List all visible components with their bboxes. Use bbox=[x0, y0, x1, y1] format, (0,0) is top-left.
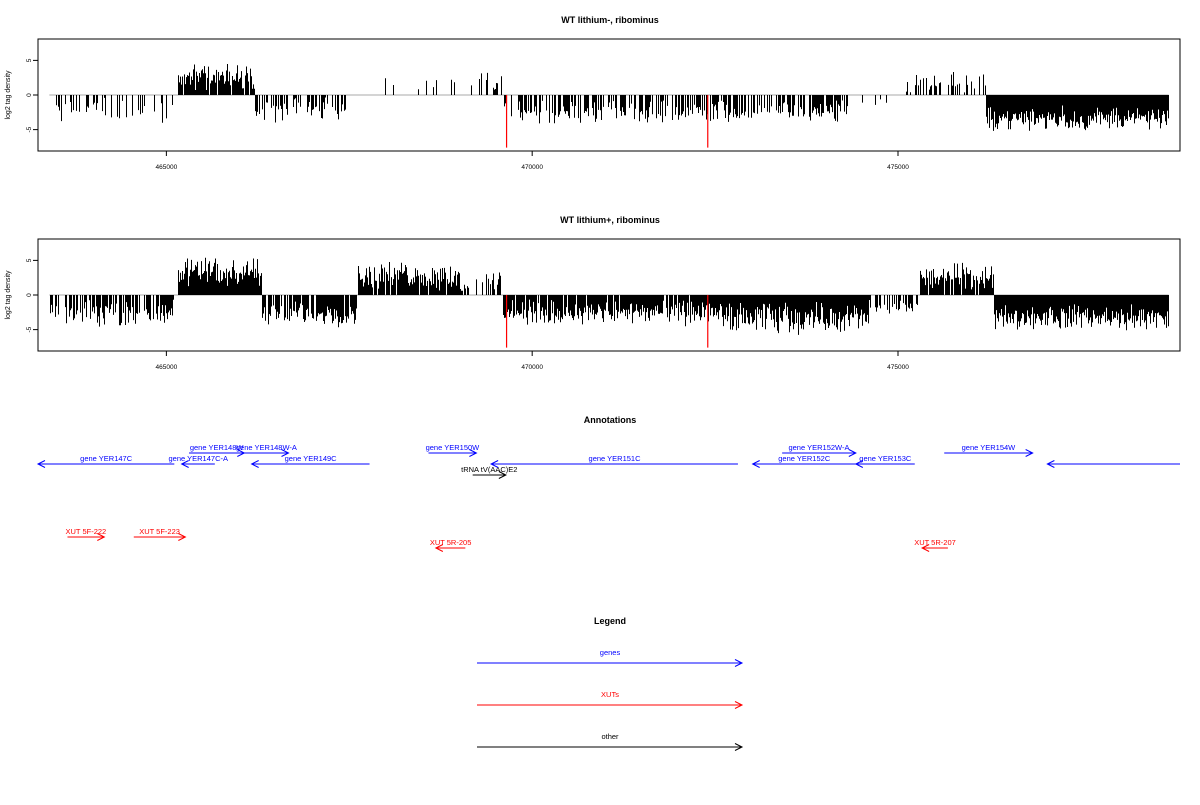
feature-arrow-head bbox=[1025, 449, 1034, 457]
x-tick-label: 470000 bbox=[521, 164, 543, 171]
feature-arrow-head bbox=[469, 449, 478, 457]
feature-label: gene YER150W bbox=[426, 443, 481, 452]
feature-label: gene YER148W-A bbox=[236, 443, 297, 452]
legend-entry: genes bbox=[477, 648, 744, 667]
legend-arrow-head bbox=[734, 743, 744, 751]
feature-label: gene YER152C bbox=[778, 454, 831, 463]
x-tick-label: 475000 bbox=[887, 164, 909, 171]
x-tick-label: 465000 bbox=[156, 164, 178, 171]
legend-label: other bbox=[601, 732, 619, 741]
feature-label: gene YER152W-A bbox=[788, 443, 849, 452]
feature-arrow-head bbox=[281, 449, 290, 457]
feature-label: tRNA tV(AAC)E2 bbox=[461, 465, 517, 474]
feature-label: gene YER154W bbox=[962, 443, 1017, 452]
annotations-track: Annotations gene YER147C gene YER147C-A ge… bbox=[36, 415, 1180, 552]
legend-arrow-head bbox=[734, 701, 744, 709]
feature-arrow-head bbox=[36, 460, 46, 468]
legend-label: genes bbox=[600, 648, 621, 657]
y-tick-label: 5 bbox=[26, 258, 33, 262]
annotation-feature: gene YER153C bbox=[854, 454, 915, 468]
y-ticks: 5 0 -5 bbox=[26, 58, 38, 133]
annotation-feature: gene YER147C bbox=[36, 454, 175, 468]
feature-arrow-head bbox=[854, 460, 864, 468]
feature-arrow-head bbox=[97, 533, 106, 541]
annotation-feature: gene YER147C-A bbox=[169, 454, 228, 468]
y-tick-label: 0 bbox=[26, 93, 33, 97]
panel-lithium-plus: WT lithium+, ribominus log2 tag density … bbox=[5, 215, 1181, 371]
feature-label: gene YER147C bbox=[80, 454, 133, 463]
y-tick-label: 0 bbox=[26, 293, 33, 297]
y-axis-label: log2 tag density bbox=[5, 270, 12, 320]
y-ticks: 5 0 -5 bbox=[26, 258, 38, 333]
x-ticks: 465000 470000 475000 bbox=[156, 151, 909, 171]
y-tick-label: -5 bbox=[26, 126, 33, 132]
x-tick-label: 465000 bbox=[156, 364, 178, 371]
annotation-feature: gene YER150W bbox=[426, 443, 481, 457]
annotation-feature: XUT 5F-223 bbox=[133, 527, 187, 541]
annotation-feature: XUT 5R-205 bbox=[430, 538, 472, 552]
legend-entry: XUTs bbox=[477, 690, 744, 709]
legend-arrow-head bbox=[734, 659, 744, 667]
y-tick-label: 5 bbox=[26, 58, 33, 62]
annotation-feature: tRNA tV(AAC)E2 bbox=[461, 465, 517, 479]
legend-entry: other bbox=[477, 732, 744, 751]
feature-label: gene YER147C-A bbox=[169, 454, 228, 463]
legend: Legend genes XUTs other bbox=[477, 616, 744, 751]
density-bars bbox=[49, 257, 1169, 348]
annotation-feature: XUT 5R-207 bbox=[914, 538, 956, 552]
feature-label: gene YER151C bbox=[589, 454, 642, 463]
panel-title: WT lithium+, ribominus bbox=[560, 215, 660, 225]
feature-arrow-head bbox=[1046, 460, 1055, 468]
y-axis-label: log2 tag density bbox=[5, 70, 12, 120]
feature-label: XUT 5F-223 bbox=[139, 527, 180, 536]
annotation-feature bbox=[1046, 460, 1180, 468]
feature-arrow-head bbox=[921, 544, 930, 552]
x-tick-label: 470000 bbox=[521, 364, 543, 371]
panel-title: WT lithium-, ribominus bbox=[561, 15, 659, 25]
feature-label: gene YER148W bbox=[190, 443, 245, 452]
feature-arrow-head bbox=[250, 460, 259, 468]
feature-arrow-head bbox=[434, 544, 444, 552]
annotation-feature: gene YER149C bbox=[250, 454, 370, 468]
feature-arrow-head bbox=[498, 471, 507, 479]
y-tick-label: -5 bbox=[26, 326, 33, 332]
panel-lithium-minus: WT lithium-, ribominus log2 tag density … bbox=[5, 15, 1181, 171]
legend-title: Legend bbox=[594, 616, 626, 626]
legend-entries: genes XUTs other bbox=[477, 648, 744, 751]
feature-arrow-head bbox=[178, 533, 187, 541]
annotation-feature: gene YER151C bbox=[489, 454, 738, 468]
legend-label: XUTs bbox=[601, 690, 619, 699]
feature-arrow-head bbox=[180, 460, 189, 468]
feature-arrow-head bbox=[848, 449, 857, 457]
density-bars bbox=[49, 64, 1169, 148]
annotation-feature: XUT 5F-222 bbox=[66, 527, 107, 541]
feature-arrow-head bbox=[489, 460, 499, 468]
annotation-feature: gene YER148W-A bbox=[236, 443, 297, 457]
feature-label: XUT 5R-205 bbox=[430, 538, 472, 547]
feature-label: XUT 5F-222 bbox=[66, 527, 107, 536]
x-ticks: 465000 470000 475000 bbox=[156, 351, 909, 371]
annotations-title: Annotations bbox=[584, 415, 637, 425]
x-tick-label: 475000 bbox=[887, 364, 909, 371]
annotation-feature: gene YER152W-A bbox=[782, 443, 857, 457]
annotation-feature: gene YER154W bbox=[944, 443, 1034, 457]
feature-label: XUT 5R-207 bbox=[914, 538, 956, 547]
feature-label: gene YER153C bbox=[859, 454, 912, 463]
annotation-feature: gene YER152C bbox=[751, 454, 856, 468]
feature-arrow-head bbox=[751, 460, 760, 468]
feature-label: gene YER149C bbox=[285, 454, 338, 463]
